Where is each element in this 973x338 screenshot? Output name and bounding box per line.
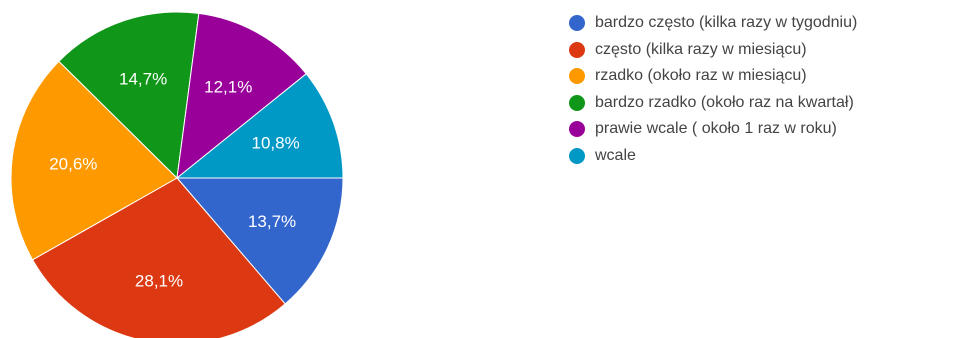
pie-slice [10,60,178,261]
pie-slice [176,12,307,180]
legend-label: często (kilka razy w miesiącu) [595,40,807,58]
legend-item: bardzo często (kilka razy w tygodniu) [569,10,857,37]
legend-item: wcale [569,143,857,170]
slice-value-label: 14,7% [119,70,167,89]
legend-swatch [569,94,585,111]
slice-value-label: 12,1% [204,77,252,96]
pie-slice [31,177,286,338]
legend-label: wcale [595,146,636,164]
slice-value-label: 10,8% [252,134,300,153]
legend-swatch [569,121,585,138]
legend-item: rzadko (około raz w miesiącu) [569,63,857,90]
legend-swatch [569,147,585,164]
legend-swatch [569,41,585,58]
legend-swatch [569,68,585,85]
pie-slices [10,11,344,338]
legend-item: bardzo rzadko (około raz na kwartał) [569,90,857,117]
slice-value-label: 13,7% [248,212,296,231]
slice-value-label: 20,6% [49,155,97,174]
pie-chart-plot: 13,7% 28,1% 20,6% 14,7% 12,1% 10,8% [10,11,344,338]
chart-legend: bardzo często (kilka razy w tygodniu) cz… [569,10,857,169]
legend-item: prawie wcale ( około 1 raz w roku) [569,116,857,143]
pie-slice [175,73,344,179]
legend-label: rzadko (około raz w miesiącu) [595,67,807,85]
legend-label: prawie wcale ( około 1 raz w roku) [595,120,837,138]
slice-value-label: 28,1% [135,272,183,291]
legend-label: bardzo rzadko (około raz na kwartał) [595,93,854,111]
legend-item: często (kilka razy w miesiącu) [569,37,857,64]
pie-slice-labels: 13,7% 28,1% 20,6% 14,7% 12,1% 10,8% [49,70,299,291]
legend-swatch [569,15,585,32]
pie-slice [58,11,200,180]
legend-label: bardzo często (kilka razy w tygodniu) [595,14,858,32]
pie-slice [175,177,344,305]
